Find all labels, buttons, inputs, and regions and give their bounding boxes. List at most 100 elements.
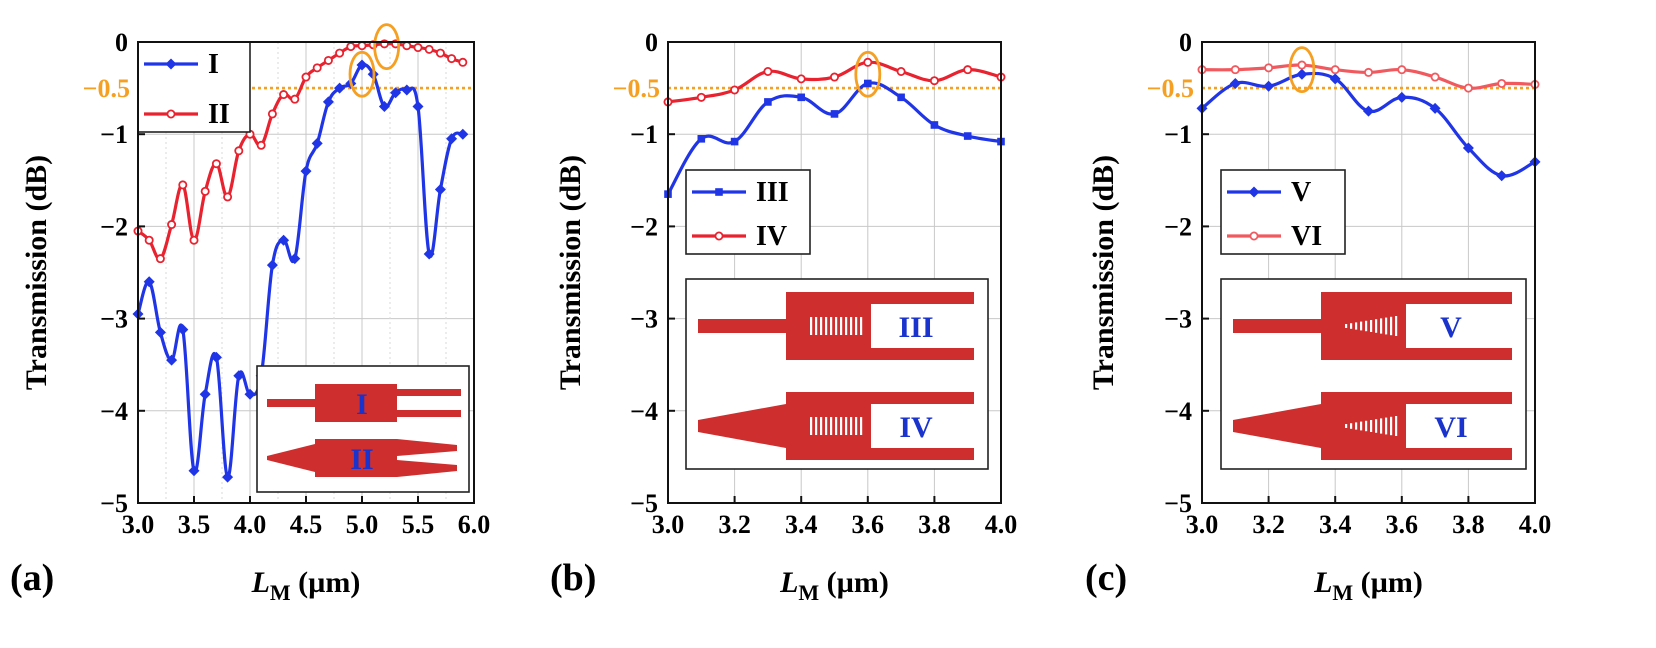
data-point xyxy=(266,259,278,271)
legend-label: VI xyxy=(1291,221,1322,252)
panel-label: (a) xyxy=(10,557,54,599)
data-point xyxy=(189,235,199,245)
device-output-arm xyxy=(1406,348,1512,360)
grating-slot xyxy=(855,317,858,335)
grating-slot xyxy=(1355,422,1358,430)
y-tick-label: 0 xyxy=(1179,28,1192,57)
x-tick-label: 3.8 xyxy=(918,510,951,539)
legend: III IV xyxy=(685,169,811,255)
grating-slot xyxy=(810,317,813,335)
data-point xyxy=(963,132,972,140)
y-tick-label: −1 xyxy=(100,120,128,149)
data-point xyxy=(424,44,434,54)
x-tick-label: 3.6 xyxy=(1386,510,1419,539)
data-point xyxy=(311,137,323,149)
data-point xyxy=(233,370,245,382)
grating-slot xyxy=(1360,421,1363,431)
data-point xyxy=(1263,80,1275,92)
highlight-ellipse xyxy=(373,23,401,71)
x-axis-title-unit: (µm) xyxy=(819,566,889,599)
data-point xyxy=(1363,105,1374,117)
y-tick-label: −2 xyxy=(100,212,128,241)
data-point xyxy=(1329,73,1341,85)
data-point xyxy=(696,92,706,102)
grating-slot xyxy=(1375,319,1378,333)
y-tick-label: 0 xyxy=(115,28,128,57)
highlight-ellipse xyxy=(1288,46,1316,94)
legend-frame xyxy=(685,169,811,255)
data-point xyxy=(458,57,468,67)
x-axis-title-subscript: M xyxy=(1332,580,1353,605)
data-point xyxy=(413,43,423,53)
reference-line-label: −0.5 xyxy=(83,74,130,103)
series-II xyxy=(133,39,468,264)
data-point xyxy=(797,93,805,102)
inset-label: V xyxy=(1440,311,1462,344)
data-point xyxy=(963,65,973,75)
grating-slot xyxy=(1345,424,1348,428)
grating-slot xyxy=(1395,316,1398,336)
device-input-waveguide xyxy=(1233,319,1321,333)
grating-slot xyxy=(1375,419,1378,433)
data-point xyxy=(234,146,244,156)
panel-label: (c) xyxy=(1085,557,1127,599)
grating-slot xyxy=(1365,320,1368,332)
plot-frame xyxy=(1201,41,1536,504)
y-axis-title: Transmission (dB) xyxy=(554,155,587,390)
data-point xyxy=(412,101,424,113)
device-input-waveguide xyxy=(698,319,786,333)
data-point xyxy=(1229,77,1241,89)
grating-slot xyxy=(820,317,823,335)
data-point xyxy=(1296,68,1308,80)
device-mmi-body xyxy=(786,392,871,460)
grating-slot xyxy=(840,317,843,335)
x-tick-label: 3.5 xyxy=(178,510,211,539)
x-tick-label: 3.8 xyxy=(1452,510,1485,539)
y-tick-label: −3 xyxy=(1164,305,1192,334)
grating-slot xyxy=(1380,318,1383,334)
data-point xyxy=(1462,142,1474,154)
inset-label: II xyxy=(350,443,373,476)
device-output-arm xyxy=(871,448,974,460)
data-point xyxy=(435,48,445,58)
highlight-ellipse xyxy=(348,50,376,98)
grating-slot xyxy=(1370,420,1373,432)
grating-slot xyxy=(825,317,828,335)
data-point xyxy=(335,48,345,58)
y-tick-label: −3 xyxy=(100,305,128,334)
legend-frame xyxy=(137,41,251,133)
device-output-waveguide xyxy=(397,410,461,417)
y-tick-label: −4 xyxy=(630,397,658,426)
data-point xyxy=(166,354,178,366)
data-point xyxy=(143,276,155,288)
x-tick-label: 4.0 xyxy=(985,510,1018,539)
grating-slot xyxy=(810,417,813,435)
device-output-taper xyxy=(397,439,457,456)
device-output-arm xyxy=(1406,292,1512,304)
x-axis-title-unit: (µm) xyxy=(1353,566,1423,599)
device-output-arm xyxy=(871,292,974,304)
data-point xyxy=(167,220,177,230)
x-axis-title-symbol: L xyxy=(251,566,270,599)
data-point xyxy=(334,82,346,94)
device-mmi-body xyxy=(1321,292,1406,360)
y-tick-label: 0 xyxy=(645,28,658,57)
x-tick-label: 3.0 xyxy=(652,510,685,539)
data-point xyxy=(312,63,322,73)
legend-label: I xyxy=(208,49,219,80)
data-point xyxy=(289,253,301,265)
data-point xyxy=(1429,102,1441,114)
data-point xyxy=(401,84,413,96)
grating-slot xyxy=(1355,322,1358,330)
data-point xyxy=(301,72,311,82)
data-point xyxy=(278,234,290,246)
legend-marker xyxy=(165,58,177,70)
data-point xyxy=(764,98,772,106)
legend-label: III xyxy=(756,177,789,208)
data-point xyxy=(144,235,154,245)
device-output-waveguide xyxy=(397,389,461,396)
grating-slot xyxy=(835,417,838,435)
data-point xyxy=(290,94,300,104)
data-point xyxy=(356,59,368,71)
y-tick-label: −2 xyxy=(1164,212,1192,241)
